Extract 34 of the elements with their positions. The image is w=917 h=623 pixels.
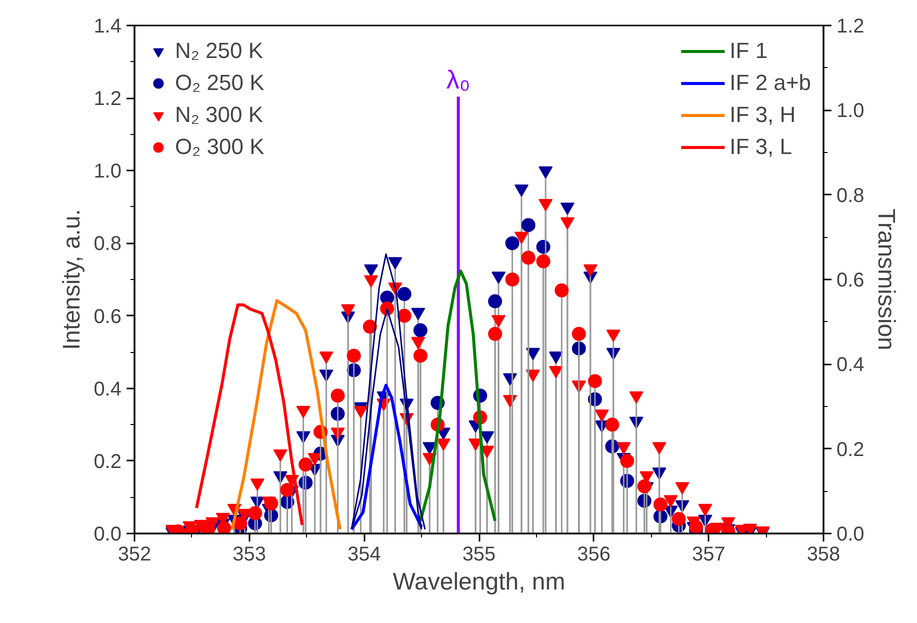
y2-tick-label: 0.8 xyxy=(836,184,864,207)
legend-label: N₂ 250 K xyxy=(175,37,264,65)
legend-label: O₂ 250 K xyxy=(175,69,264,97)
y-tick-label: 0.8 xyxy=(94,233,122,256)
y2-tick-label: 1.2 xyxy=(836,16,864,38)
y2-tick-label: 0.6 xyxy=(836,270,864,292)
x-tick-label: 356 xyxy=(577,544,611,566)
y2-tick-label: 0.0 xyxy=(836,524,864,546)
y2-axis-title: Transmission xyxy=(872,208,900,350)
y2-tick-label: 0.2 xyxy=(836,438,864,461)
x-tick-label: 357 xyxy=(692,544,726,566)
x-tick-label: 353 xyxy=(232,544,266,566)
legend-label: IF 3, L xyxy=(730,133,792,161)
legend-label: O₂ 300 K xyxy=(175,133,264,161)
y-tick-label: 1.0 xyxy=(94,160,122,183)
y-tick-label: 0.6 xyxy=(94,306,122,328)
x-tick-label: 358 xyxy=(806,544,840,566)
ref-line-label: λ₀ xyxy=(446,64,470,95)
y-tick-label: 1.4 xyxy=(94,16,122,38)
x-tick-label: 354 xyxy=(347,544,381,566)
legend-label: IF 3, H xyxy=(730,101,796,129)
legend-label: IF 1 xyxy=(730,37,768,65)
y2-tick-label: 0.4 xyxy=(836,354,864,376)
y-tick-label: 0.2 xyxy=(94,450,122,473)
x-tick-label: 355 xyxy=(462,544,496,566)
legend-label: N₂ 300 K xyxy=(175,101,264,129)
x-axis-title: Wavelength, nm xyxy=(392,568,566,596)
legend-label: IF 2 a+b xyxy=(730,69,811,97)
y-tick-label: 1.2 xyxy=(94,88,122,110)
y-tick-label: 0.0 xyxy=(94,524,122,546)
y2-tick-label: 1.0 xyxy=(836,100,864,122)
y-axis-title: Intensity, a.u. xyxy=(58,209,86,350)
y-tick-label: 0.4 xyxy=(94,378,122,400)
x-tick-label: 352 xyxy=(118,544,152,566)
